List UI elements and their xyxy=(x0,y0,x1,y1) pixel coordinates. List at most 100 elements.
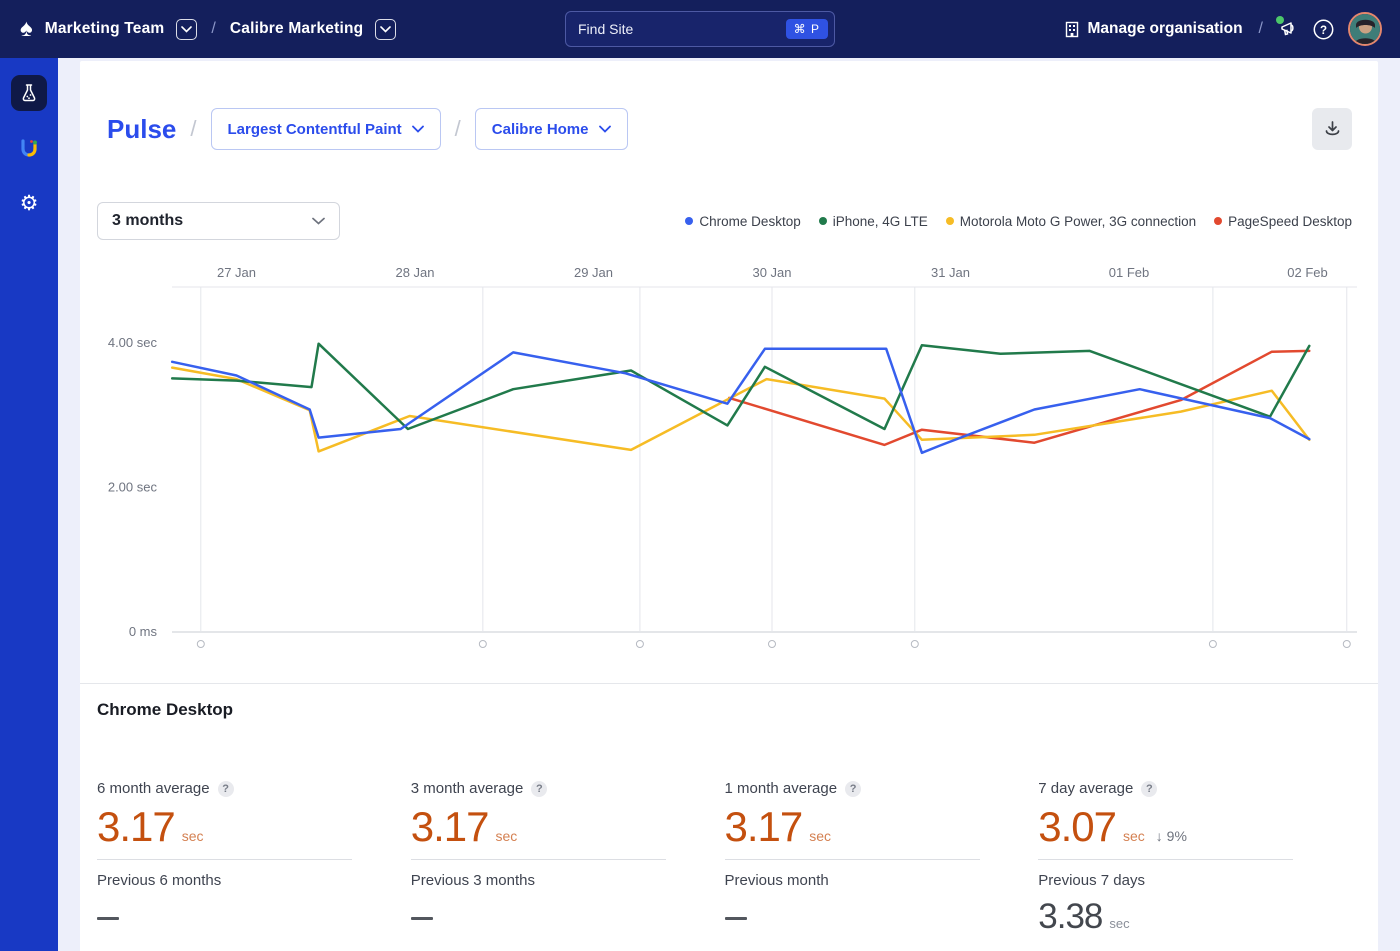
header-separator: / xyxy=(190,116,197,141)
top-navbar: ♠ Marketing Team / Calibre Marketing Fin… xyxy=(0,0,1400,58)
help-icon[interactable]: ? xyxy=(845,780,862,797)
stat-card-7-day: 7 day average ? 3.07 sec ↓ 9% Previous 7… xyxy=(1038,780,1352,937)
stat-divider xyxy=(724,859,980,860)
sidebar-item-pulse[interactable] xyxy=(11,75,47,111)
page-dropdown[interactable]: Calibre Home xyxy=(474,108,628,150)
section-divider xyxy=(80,683,1378,684)
stat-divider xyxy=(410,859,666,860)
manage-organisation-button[interactable]: Manage organisation xyxy=(1064,20,1243,38)
x-axis-tick-label: 31 Jan xyxy=(931,265,970,280)
stat-card-3-month: 3 month average ? 3.17 sec Previous 3 mo… xyxy=(410,780,725,937)
y-axis-tick-label: 4.00 sec xyxy=(108,335,158,350)
page-dropdown-label: Calibre Home xyxy=(491,120,589,138)
help-button[interactable]: ? xyxy=(1313,19,1334,40)
x-axis-tick-label: 30 Jan xyxy=(752,265,791,280)
chart-series-line xyxy=(727,349,1311,447)
stat-cards-row: 6 month average ? 3.17 sec Previous 6 mo… xyxy=(97,780,1352,937)
team-switcher-button[interactable] xyxy=(176,18,198,40)
chart-series-line xyxy=(170,347,1311,455)
period-select[interactable]: 3 months xyxy=(97,202,340,240)
building-icon xyxy=(1065,21,1078,37)
legend-label: iPhone, 4G LTE xyxy=(832,213,928,229)
chart-series-line xyxy=(170,342,1311,431)
stat-label: 6 month average xyxy=(97,780,210,797)
legend-item[interactable]: PageSpeed Desktop xyxy=(1214,214,1352,229)
organisation-switcher-button[interactable] xyxy=(375,18,397,40)
help-icon[interactable]: ? xyxy=(1141,780,1158,797)
x-axis-tick-label: 29 Jan xyxy=(574,265,613,280)
stat-label: 7 day average xyxy=(1038,780,1134,797)
previous-period-label: Previous 6 months xyxy=(97,872,222,889)
stat-card-1-month: 1 month average ? 3.17 sec Previous mont… xyxy=(724,780,1039,937)
sidebar-item-settings[interactable]: ⚙ xyxy=(11,185,47,221)
metric-dropdown[interactable]: Largest Contentful Paint xyxy=(210,108,441,150)
manage-organisation-label: Manage organisation xyxy=(1087,20,1243,37)
flask-icon xyxy=(22,84,36,102)
stat-change-badge: ↓ 9% xyxy=(1155,828,1187,844)
legend-label: PageSpeed Desktop xyxy=(1228,213,1352,229)
stat-divider xyxy=(1038,859,1294,860)
annotation-marker-icon xyxy=(1208,640,1217,648)
legend-dot-icon xyxy=(818,217,827,225)
user-avatar[interactable] xyxy=(1348,12,1382,46)
y-axis-tick-label: 2.00 sec xyxy=(108,480,158,495)
legend-item[interactable]: iPhone, 4G LTE xyxy=(818,213,928,229)
content-card: Pulse / Largest Contentful Paint / Calib… xyxy=(80,61,1378,951)
previous-unit: sec xyxy=(1109,916,1130,931)
annotation-marker-icon xyxy=(635,640,644,648)
announcements-button[interactable] xyxy=(1276,16,1299,38)
previous-period-label: Previous 7 days xyxy=(1038,872,1145,889)
organisation-name: Calibre Marketing xyxy=(229,20,364,37)
legend-dot-icon xyxy=(945,217,954,225)
annotation-marker-icon xyxy=(196,640,205,648)
header-separator-2: / xyxy=(454,116,461,141)
annotation-marker-icon xyxy=(910,640,919,648)
stats-section: Chrome Desktop 6 month average ? 3.17 se… xyxy=(80,684,1378,937)
chevron-down-icon xyxy=(598,125,611,133)
stats-heading: Chrome Desktop xyxy=(97,700,234,719)
chevron-down-icon xyxy=(411,125,424,133)
stat-unit: sec xyxy=(1123,828,1145,844)
stat-unit: sec xyxy=(181,828,204,844)
period-select-value: 3 months xyxy=(112,212,184,229)
metric-dropdown-label: Largest Contentful Paint xyxy=(227,120,402,138)
no-data-dash xyxy=(410,917,433,920)
legend-item[interactable]: Chrome Desktop xyxy=(685,214,801,229)
previous-period-label: Previous 3 months xyxy=(410,872,535,889)
stat-label: 1 month average xyxy=(724,780,838,797)
y-axis-tick-label: 0 ms xyxy=(129,624,158,639)
keyboard-shortcut-badge: ⌘ P xyxy=(785,19,828,39)
stat-value: 3.07 xyxy=(1038,803,1117,850)
previous-period-label: Previous month xyxy=(724,872,829,889)
download-icon xyxy=(1325,121,1339,136)
legend-dot-icon xyxy=(1214,217,1223,225)
stat-value: 3.17 xyxy=(410,803,490,850)
stat-divider xyxy=(97,859,352,860)
help-icon[interactable]: ? xyxy=(531,780,548,797)
svg-text:?: ? xyxy=(1320,25,1327,37)
gear-icon: ⚙ xyxy=(19,191,39,215)
nav-separator: / xyxy=(1258,20,1263,37)
annotation-marker-icon xyxy=(768,640,776,648)
no-data-dash xyxy=(97,917,119,920)
find-site-search-input[interactable]: Find Site ⌘ P xyxy=(565,11,835,47)
line-chart[interactable]: 27 Jan 28 Jan 29 Jan 30 Jan 31 Jan 01 Feb 02 F… xyxy=(80,255,1378,660)
sidebar-item-browser-profiles[interactable] xyxy=(11,130,47,166)
calibre-logo-icon: ♠ xyxy=(20,15,33,42)
chart-controls: 3 months Chrome Desktop iPhone, 4G LTE Mot… xyxy=(80,202,1378,240)
stat-value: 3.17 xyxy=(724,803,804,850)
annotation-marker-icon xyxy=(1342,640,1351,648)
main-content: Pulse / Largest Contentful Paint / Calib… xyxy=(58,58,1400,951)
legend-item[interactable]: Motorola Moto G Power, 3G connection xyxy=(945,214,1196,229)
megaphone-icon xyxy=(1281,22,1294,36)
stat-value: 3.17 xyxy=(97,803,176,850)
help-icon[interactable]: ? xyxy=(217,780,234,797)
stat-card-6-month: 6 month average ? 3.17 sec Previous 6 mo… xyxy=(97,780,411,937)
question-circle-icon: ? xyxy=(1313,19,1334,39)
chevron-down-icon xyxy=(312,217,325,225)
chart-series-line xyxy=(170,366,1311,453)
page-header: Pulse / Largest Contentful Paint / Calib… xyxy=(80,61,1378,150)
annotation-marker-icon xyxy=(478,640,487,648)
download-button[interactable] xyxy=(1312,108,1352,150)
x-axis-tick-label: 27 Jan xyxy=(217,265,256,280)
